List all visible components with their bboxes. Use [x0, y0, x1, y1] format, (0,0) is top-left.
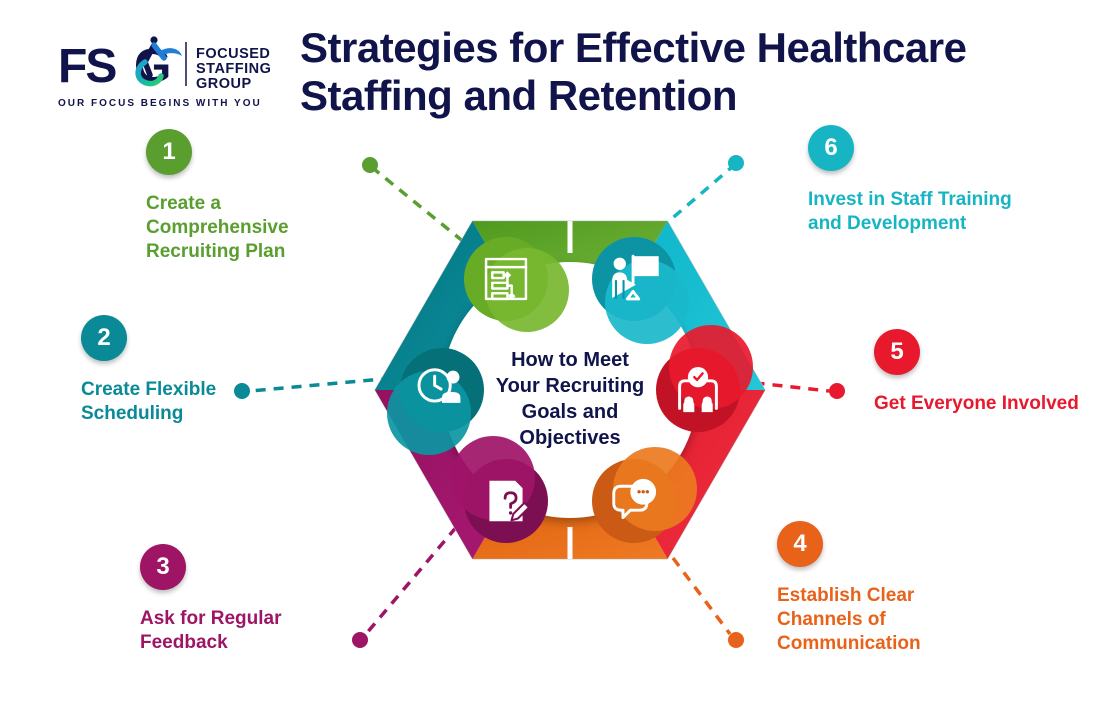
svg-text:Objectives: Objectives [519, 427, 620, 449]
svg-text:Your Recruiting: Your Recruiting [496, 375, 645, 397]
svg-text:FS: FS [58, 40, 116, 93]
svg-text:Goals and: Goals and [522, 401, 619, 423]
svg-text:GROUP: GROUP [196, 76, 252, 92]
svg-text:STAFFING: STAFFING [196, 61, 271, 77]
svg-text:FOCUSED: FOCUSED [196, 46, 270, 62]
svg-text:How to Meet: How to Meet [511, 349, 629, 371]
